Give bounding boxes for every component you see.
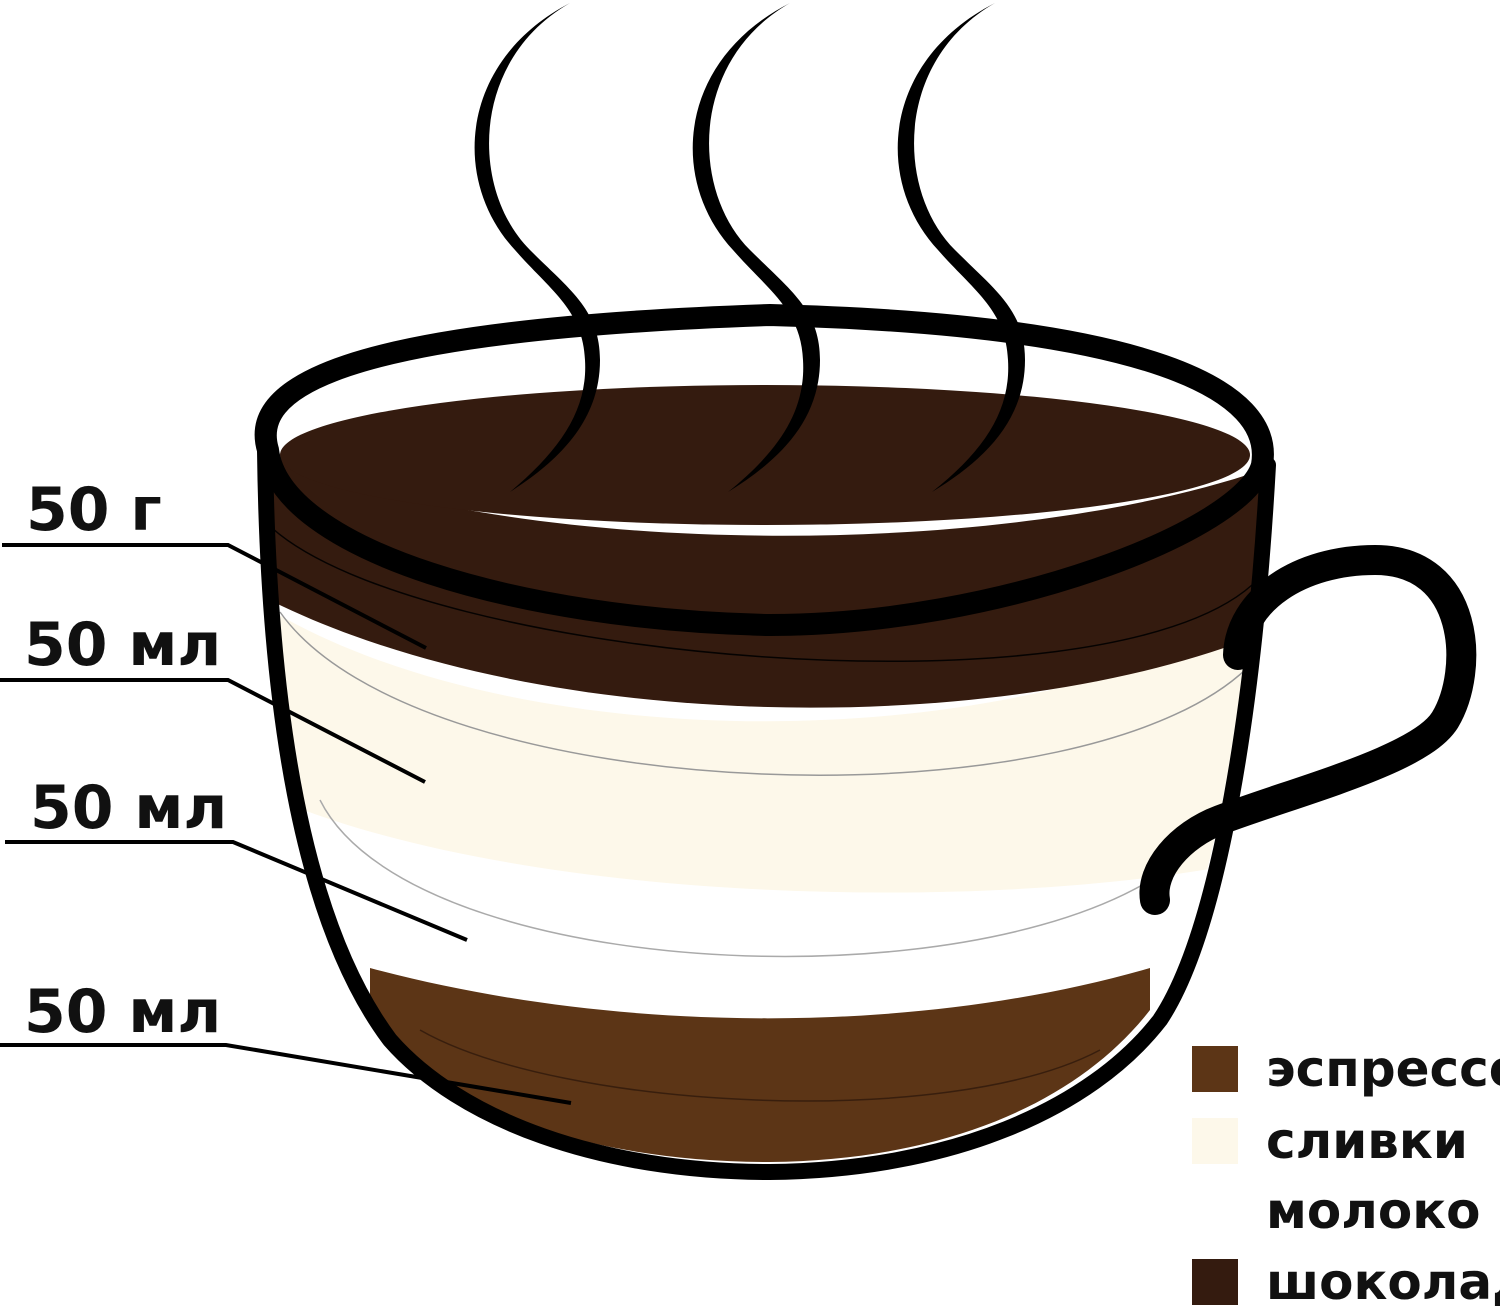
legend-swatch: [1192, 1118, 1238, 1164]
legend-swatch: [1192, 1046, 1238, 1092]
leader-line-3: [5, 840, 468, 942]
legend-label: сливки: [1266, 1112, 1468, 1170]
legend-swatch: [1192, 1188, 1238, 1234]
layer-label-espresso: 50 мл: [24, 977, 222, 1047]
layer-label-cream: 50 мл: [24, 610, 222, 680]
legend-label: молоко: [1266, 1182, 1481, 1240]
cup-rim: [254, 303, 1274, 637]
legend-label: шоколад: [1266, 1253, 1500, 1311]
legend-item-chocolate: шоколад: [1192, 1257, 1500, 1307]
legend-swatch: [1192, 1259, 1238, 1305]
cup-handle: [1139, 544, 1477, 915]
leader-line-1: [2, 543, 427, 650]
legend-item-espresso: эспрессо: [1192, 1044, 1500, 1094]
leader-line-4: [0, 1043, 572, 1105]
layer-label-chocolate: 50 г: [26, 475, 162, 545]
leader-lines: [0, 543, 572, 1105]
legend-item-cream: сливки: [1192, 1116, 1468, 1166]
chocolate-surface: [280, 385, 1250, 525]
cup-body-outline: [257, 442, 1276, 1181]
cream-layer: [270, 560, 1262, 893]
legend-item-milk: молоко: [1192, 1186, 1480, 1236]
leader-line-2: [0, 678, 426, 784]
legend-label: эспрессо: [1266, 1040, 1500, 1098]
layer-label-milk: 50 мл: [30, 773, 228, 843]
